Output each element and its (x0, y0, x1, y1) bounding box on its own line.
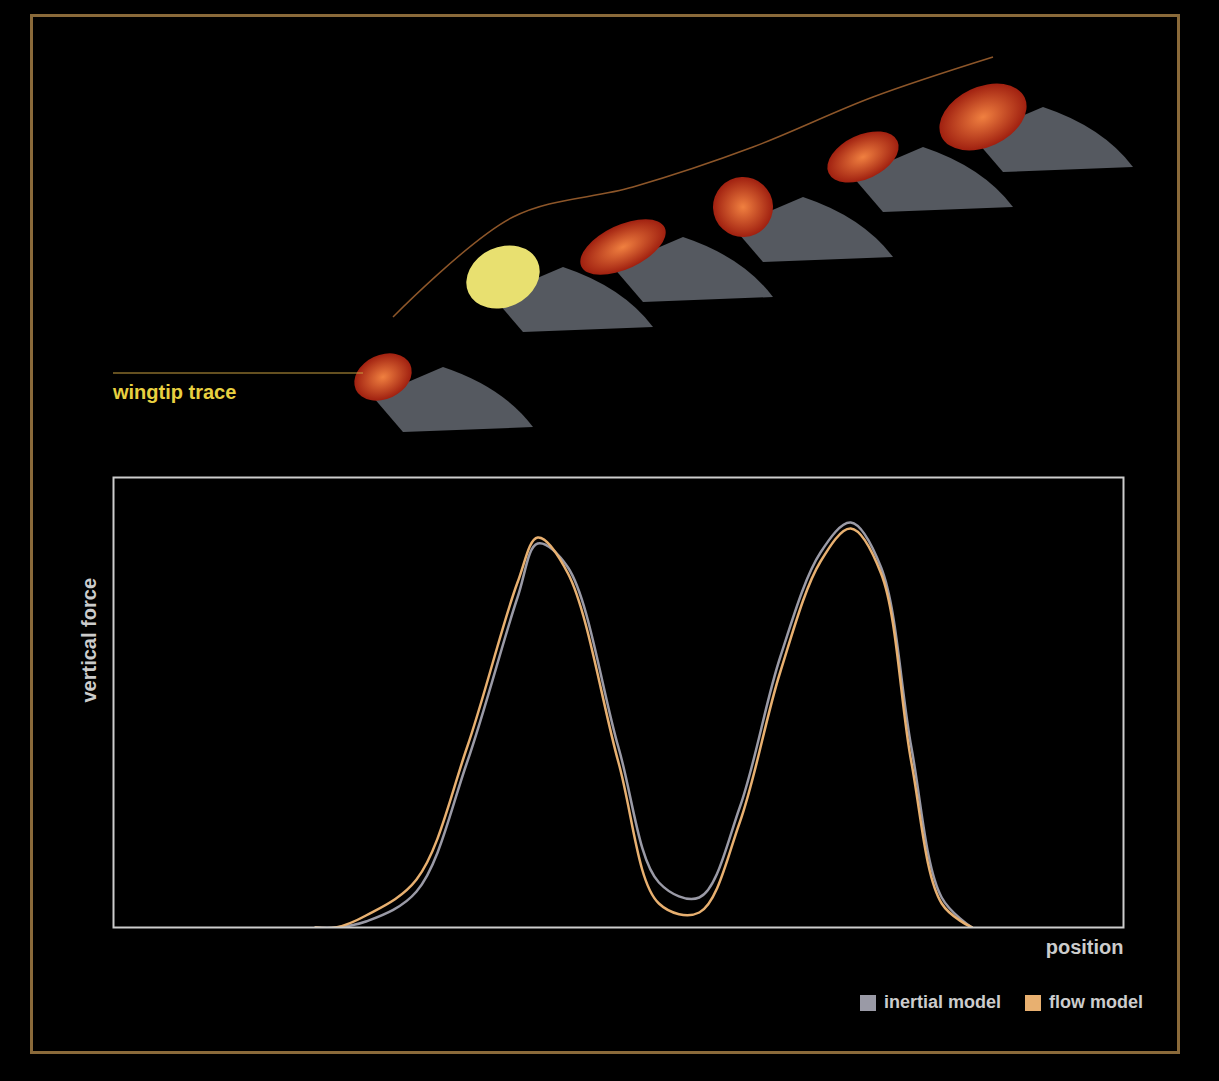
html-text:inertial model: inertial model (884, 992, 1001, 1012)
html-text:flow model: flow model (1049, 992, 1143, 1012)
svg-text:vertical force: vertical force (78, 578, 100, 703)
svg-text:position: position (1046, 936, 1124, 958)
svg-text:wingtip trace: wingtip trace (112, 381, 236, 403)
